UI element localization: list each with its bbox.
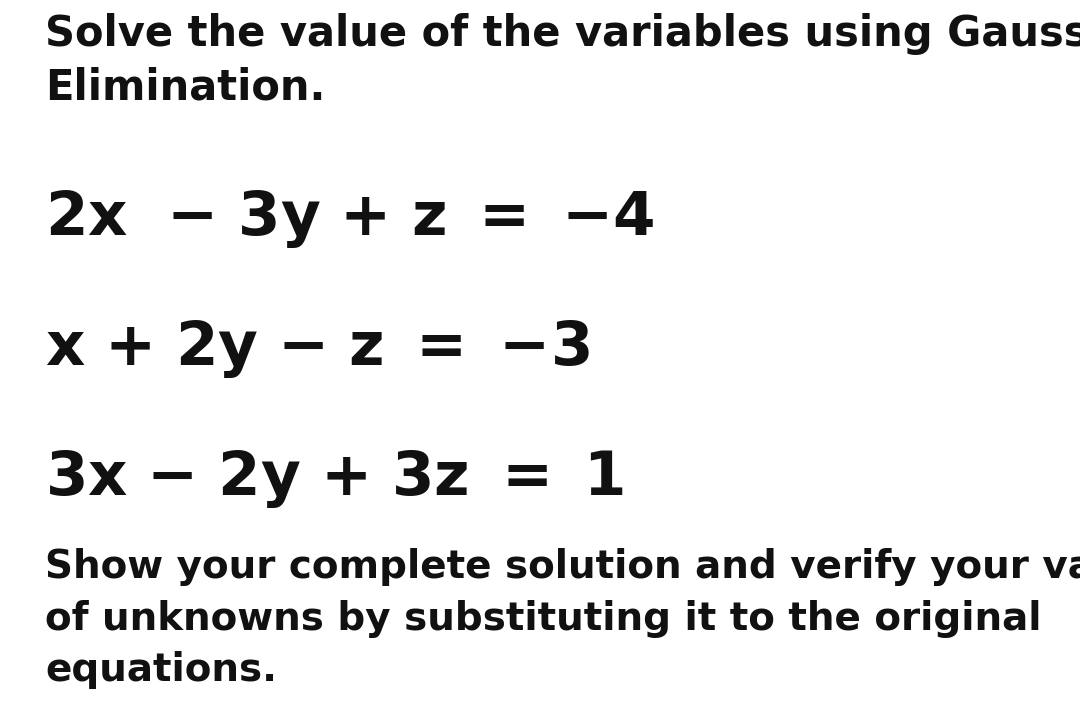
Text: $\mathit{\mathbf{x}}\ \mathbf{+}\ \mathbf{2}\mathit{\mathbf{y}}\ \mathbf{-}\ \ma: $\mathit{\mathbf{x}}\ \mathbf{+}\ \mathb… <box>45 318 590 380</box>
Text: $\mathbf{2}$$\mathit{\mathbf{x}}$$\ \ \mathbf{-}\ \mathbf{3}\mathit{\mathbf{y}}\: $\mathbf{2}$$\mathit{\mathbf{x}}$$\ \ \m… <box>45 188 654 250</box>
Text: Solve the value of the variables using Gauss
Elimination.: Solve the value of the variables using G… <box>45 13 1080 108</box>
Text: Show your complete solution and verify your value
of unknowns by substituting it: Show your complete solution and verify y… <box>45 548 1080 689</box>
Text: $\mathbf{3}\mathit{\mathbf{x}}\ \mathbf{-}\ \mathbf{2}\mathit{\mathbf{y}}\ \math: $\mathbf{3}\mathit{\mathbf{x}}\ \mathbf{… <box>45 448 624 510</box>
